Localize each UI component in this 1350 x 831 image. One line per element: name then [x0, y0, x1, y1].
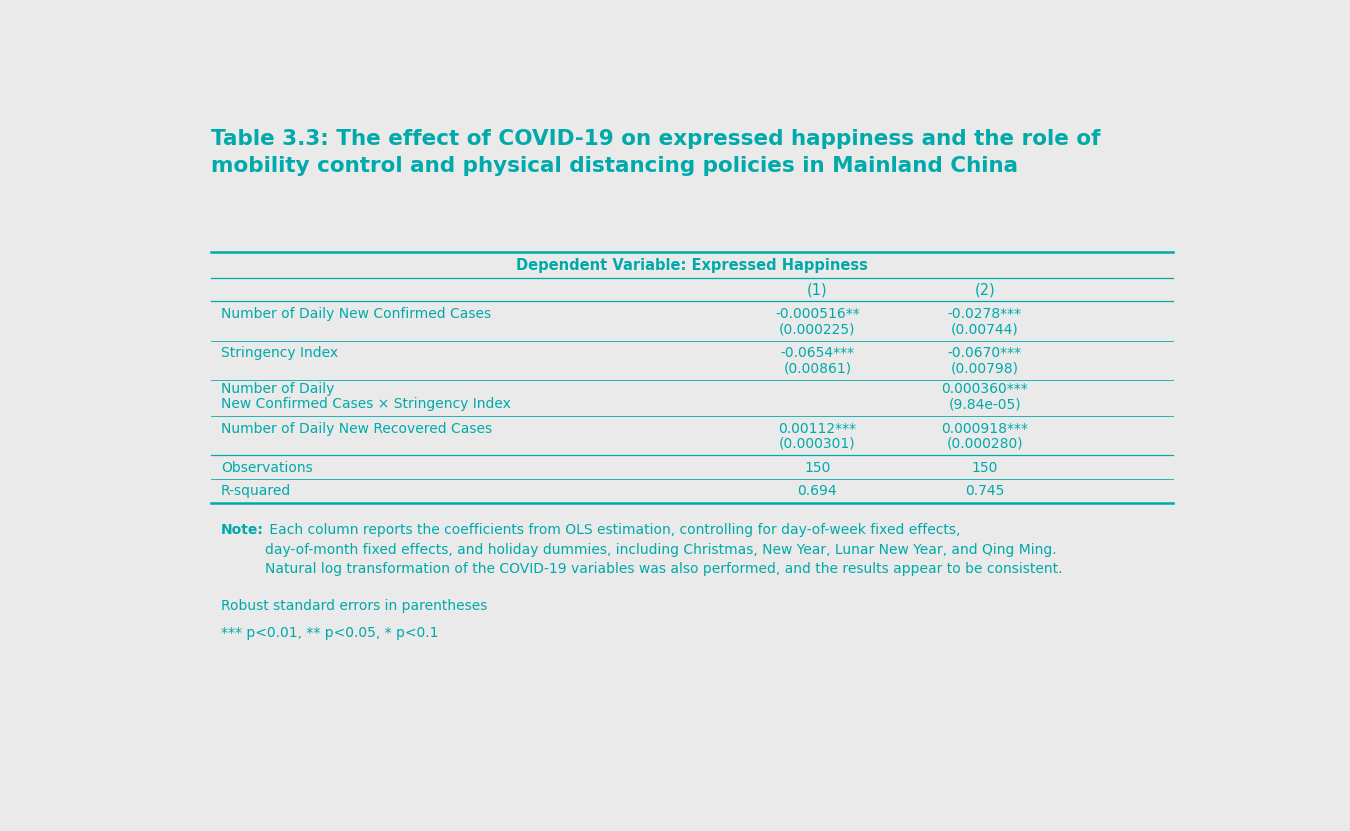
Text: Number of Daily: Number of Daily [221, 382, 335, 396]
Text: -0.0278***: -0.0278*** [948, 307, 1022, 321]
Text: 0.745: 0.745 [965, 484, 1004, 499]
Text: (2): (2) [975, 283, 995, 297]
Text: Number of Daily New Recovered Cases: Number of Daily New Recovered Cases [221, 421, 493, 435]
Text: (0.00861): (0.00861) [783, 361, 852, 376]
Text: -0.000516**: -0.000516** [775, 307, 860, 321]
Text: Table 3.3: The effect of COVID-19 on expressed happiness and the role of
mobilit: Table 3.3: The effect of COVID-19 on exp… [211, 129, 1100, 175]
Text: New Confirmed Cases × Stringency Index: New Confirmed Cases × Stringency Index [221, 397, 510, 411]
Text: 150: 150 [972, 460, 998, 475]
Text: 150: 150 [805, 460, 830, 475]
Text: 0.00112***: 0.00112*** [779, 421, 856, 435]
Text: (0.00744): (0.00744) [950, 322, 1019, 337]
Text: Each column reports the coefficients from OLS estimation, controlling for day-of: Each column reports the coefficients fro… [265, 524, 1062, 577]
Text: (0.00798): (0.00798) [950, 361, 1019, 376]
Text: Dependent Variable: Expressed Happiness: Dependent Variable: Expressed Happiness [516, 258, 868, 273]
Text: -0.0670***: -0.0670*** [948, 346, 1022, 360]
Text: *** p<0.01, ** p<0.05, * p<0.1: *** p<0.01, ** p<0.05, * p<0.1 [221, 626, 439, 640]
Text: 0.000918***: 0.000918*** [941, 421, 1029, 435]
Text: (0.000301): (0.000301) [779, 437, 856, 451]
Text: R-squared: R-squared [221, 484, 292, 499]
Text: (9.84e-05): (9.84e-05) [949, 397, 1021, 411]
Text: Note:: Note: [221, 524, 265, 538]
Text: Robust standard errors in parentheses: Robust standard errors in parentheses [221, 599, 487, 612]
Text: Stringency Index: Stringency Index [221, 346, 339, 360]
Text: Number of Daily New Confirmed Cases: Number of Daily New Confirmed Cases [221, 307, 491, 321]
Text: 0.000360***: 0.000360*** [941, 382, 1029, 396]
Text: -0.0654***: -0.0654*** [780, 346, 855, 360]
Text: Observations: Observations [221, 460, 313, 475]
Text: (0.000280): (0.000280) [946, 437, 1023, 451]
Text: (0.000225): (0.000225) [779, 322, 856, 337]
Text: (1): (1) [807, 283, 828, 297]
Text: 0.694: 0.694 [798, 484, 837, 499]
